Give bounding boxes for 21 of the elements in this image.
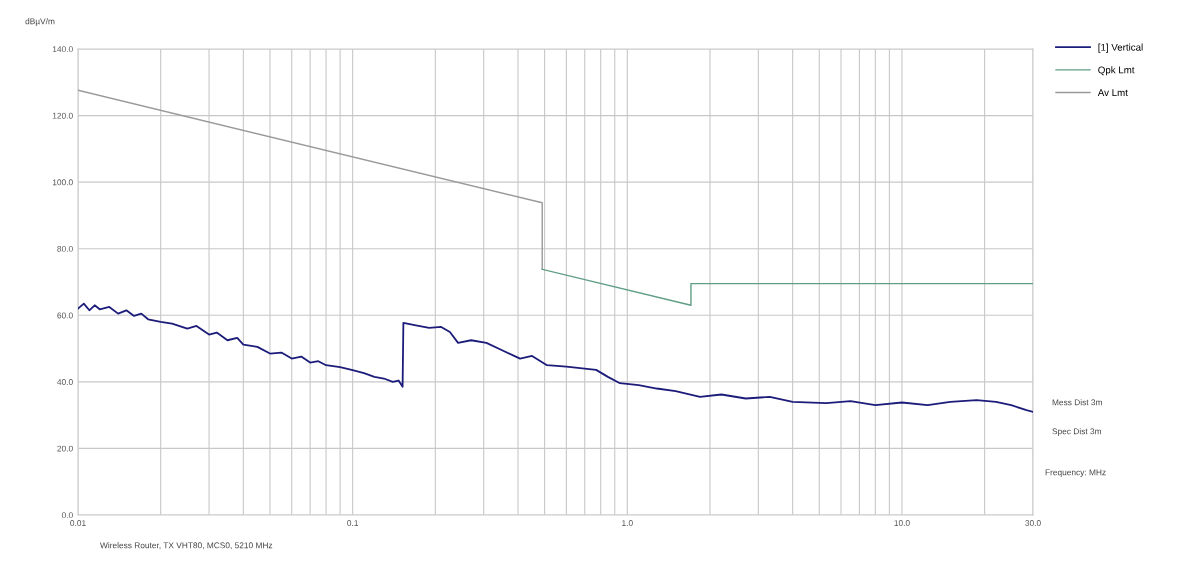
y-axis-title: dBµV/m bbox=[25, 18, 55, 26]
y-tick-label: 0.0 bbox=[61, 512, 73, 519]
legend-label: Av Lmt bbox=[1097, 89, 1128, 97]
x-tick-label: 10.0 bbox=[894, 520, 910, 526]
y-tick-label: 20.0 bbox=[57, 445, 73, 452]
x-tick-label: 30.0 bbox=[1025, 520, 1041, 526]
text: Spec Dist 3m bbox=[1052, 428, 1101, 436]
y-tick-label: 120.0 bbox=[52, 112, 73, 119]
text: Wireless Router, TX VHT80, MCS0, 5210 MHz bbox=[100, 542, 273, 550]
legend-label: [1] Vertical bbox=[1098, 43, 1143, 53]
text: Frequency: MHz bbox=[1045, 469, 1106, 477]
y-tick-label: 100.0 bbox=[52, 179, 73, 186]
y-tick-label: 40.0 bbox=[57, 379, 73, 385]
legend-label: Qpk Lmt bbox=[1098, 66, 1135, 76]
text: Mess Dist 3m bbox=[1052, 399, 1102, 406]
y-tick-label: 60.0 bbox=[57, 312, 73, 319]
y-tick-label: 80.0 bbox=[57, 245, 73, 252]
x-tick-label: 1.0 bbox=[622, 520, 633, 526]
y-tick-label: 140.0 bbox=[52, 46, 73, 53]
x-tick-label: 0.1 bbox=[347, 520, 359, 526]
x-tick-label: 0.01 bbox=[70, 520, 86, 526]
